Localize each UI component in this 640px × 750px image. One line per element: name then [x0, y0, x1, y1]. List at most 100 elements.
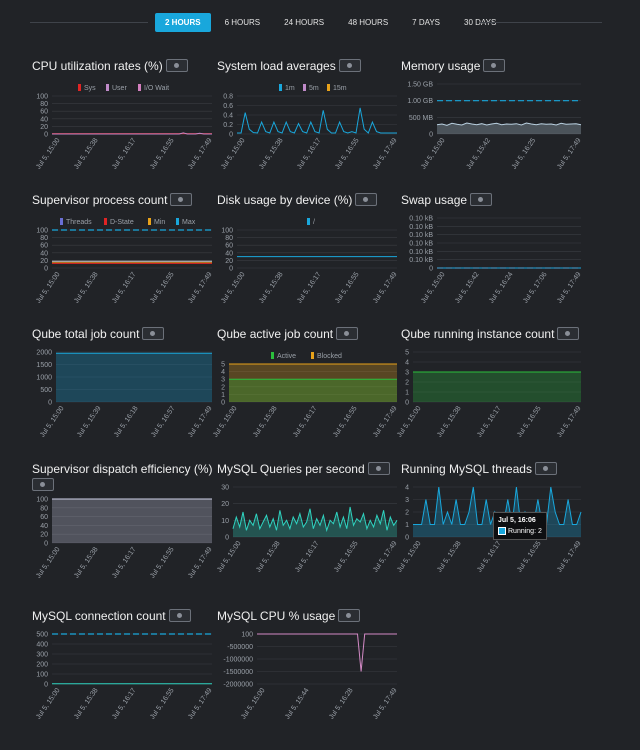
- y-tick-label: 10: [221, 518, 229, 525]
- x-tick-label: Jul 5, 16:17: [111, 271, 138, 305]
- settings-gear-icon[interactable]: [165, 59, 188, 73]
- legend-swatch: [138, 84, 141, 91]
- range-button-24-hours[interactable]: 24 HOURS: [284, 18, 325, 27]
- x-tick-label: Jul 5, 16:57: [150, 405, 177, 439]
- legend-label[interactable]: User: [112, 85, 127, 92]
- tooltip-value: Running: 2: [498, 527, 542, 536]
- legend-swatch: [303, 84, 306, 91]
- range-button-7-days[interactable]: 7 DAYS: [412, 18, 441, 27]
- series-area: [229, 379, 397, 402]
- legend-swatch: [78, 84, 81, 91]
- settings-gear-icon[interactable]: [336, 327, 359, 341]
- y-tick-label: 2: [405, 380, 409, 387]
- chart-tooltip: Jul 5, 16:06 Running: 2: [493, 512, 547, 540]
- legend-label[interactable]: Blocked: [317, 353, 342, 360]
- y-tick-label: 0: [229, 132, 233, 139]
- settings-gear-icon[interactable]: [367, 462, 390, 476]
- settings-gear-icon[interactable]: [142, 327, 165, 341]
- y-tick-label: -500000: [227, 644, 253, 651]
- y-tick-label: 0: [229, 266, 233, 273]
- legend-label[interactable]: 5m: [309, 85, 319, 92]
- y-tick-label: 100: [36, 497, 48, 504]
- series-line-user[interactable]: [52, 132, 212, 135]
- y-tick-label: 500: [36, 632, 48, 639]
- legend-swatch: [106, 84, 109, 91]
- range-button-6-hours[interactable]: 6 HOURS: [224, 18, 261, 27]
- y-tick-label: 4: [221, 369, 225, 376]
- x-tick-label: Jul 5, 15:38: [73, 271, 100, 305]
- settings-gear-icon[interactable]: [32, 478, 54, 492]
- x-tick-label: Jul 5, 15:38: [255, 540, 282, 574]
- y-tick-label: 0.4: [223, 113, 233, 120]
- x-tick-label: Jul 5, 16:17: [292, 405, 319, 439]
- legend-label[interactable]: Min: [154, 219, 165, 226]
- legend-swatch: [104, 218, 107, 225]
- y-tick-label: 80: [40, 505, 48, 512]
- x-tick-label: Jul 5, 16:24: [488, 271, 515, 305]
- x-tick-label: Jul 5, 16:55: [516, 540, 543, 574]
- y-tick-label: 1.00 GB: [407, 98, 433, 105]
- y-tick-label: 100: [36, 672, 48, 679]
- legend-label[interactable]: Sys: [84, 85, 96, 92]
- y-tick-label: 20: [40, 532, 48, 539]
- series-line-queries[interactable]: [232, 506, 398, 533]
- panel-title: Swap usage: [401, 193, 468, 207]
- x-tick-label: Jul 5, 17:49: [372, 271, 399, 305]
- x-tick-label: Jul 5, 15:38: [252, 405, 279, 439]
- settings-gear-icon[interactable]: [470, 193, 493, 207]
- series-line-used[interactable]: [436, 122, 582, 126]
- legend-swatch: [60, 218, 63, 225]
- settings-gear-icon[interactable]: [168, 609, 191, 623]
- settings-gear-icon[interactable]: [534, 462, 557, 476]
- x-tick-label: Jul 5, 17:49: [372, 137, 399, 171]
- legend-label[interactable]: Active: [277, 353, 296, 360]
- panel-title: Running MySQL threads: [401, 462, 532, 476]
- x-tick-label: Jul 5, 15:00: [396, 540, 423, 574]
- y-tick-label: 100: [221, 228, 233, 235]
- x-tick-label: Jul 5, 16:17: [476, 405, 503, 439]
- legend-swatch: [271, 352, 274, 359]
- x-tick-label: Jul 5, 15:00: [240, 687, 267, 721]
- panel-title: Qube running instance count: [401, 327, 555, 341]
- legend-label[interactable]: /: [313, 219, 315, 226]
- legend-label[interactable]: 15m: [333, 85, 347, 92]
- x-tick-label: Jul 5, 16:55: [334, 271, 361, 305]
- settings-gear-icon[interactable]: [338, 59, 361, 73]
- x-tick-label: Jul 5, 15:00: [220, 137, 247, 171]
- x-tick-label: Jul 5, 17:49: [556, 271, 583, 305]
- x-tick-label: Jul 5, 15:39: [76, 405, 103, 439]
- settings-gear-icon[interactable]: [355, 193, 378, 207]
- y-tick-label: 0.10 kB: [409, 241, 433, 248]
- settings-gear-icon[interactable]: [338, 609, 361, 623]
- legend-label[interactable]: Max: [182, 219, 196, 226]
- series-line-1m[interactable]: [237, 107, 397, 134]
- panel-qube-active-job-count: Qube active job count Active Blocked 5 4 3 2 1 0…: [212, 326, 407, 446]
- panel-memory-usage: Memory usage 1.50 GB 1.00 GB 500 MB 0 Jul 5, …: [401, 58, 591, 178]
- y-tick-label: 100: [36, 94, 48, 101]
- x-tick-label: Jul 5, 16:17: [294, 540, 321, 574]
- legend-label[interactable]: I/O Wait: [144, 85, 169, 92]
- y-tick-label: 0.10 kB: [409, 224, 433, 231]
- x-tick-label: Jul 5, 16:55: [333, 540, 360, 574]
- range-button-48-hours[interactable]: 48 HOURS: [348, 18, 389, 27]
- legend-label[interactable]: D-State: [110, 219, 134, 226]
- tooltip-swatch: [498, 527, 506, 536]
- legend-label[interactable]: Threads: [66, 219, 92, 226]
- range-button-2-hours[interactable]: 2 HOURS: [155, 13, 211, 32]
- y-tick-label: 0.8: [223, 94, 233, 101]
- y-tick-label: 500 MB: [409, 115, 433, 122]
- series-line-cpu[interactable]: [257, 633, 397, 672]
- y-tick-label: 0: [44, 682, 48, 689]
- settings-gear-icon[interactable]: [170, 193, 193, 207]
- panel-title: Disk usage by device (%): [217, 193, 353, 207]
- settings-gear-icon[interactable]: [483, 59, 506, 73]
- settings-gear-icon[interactable]: [557, 327, 580, 341]
- y-tick-label: 0.10 kB: [409, 232, 433, 239]
- legend-label[interactable]: 1m: [285, 85, 295, 92]
